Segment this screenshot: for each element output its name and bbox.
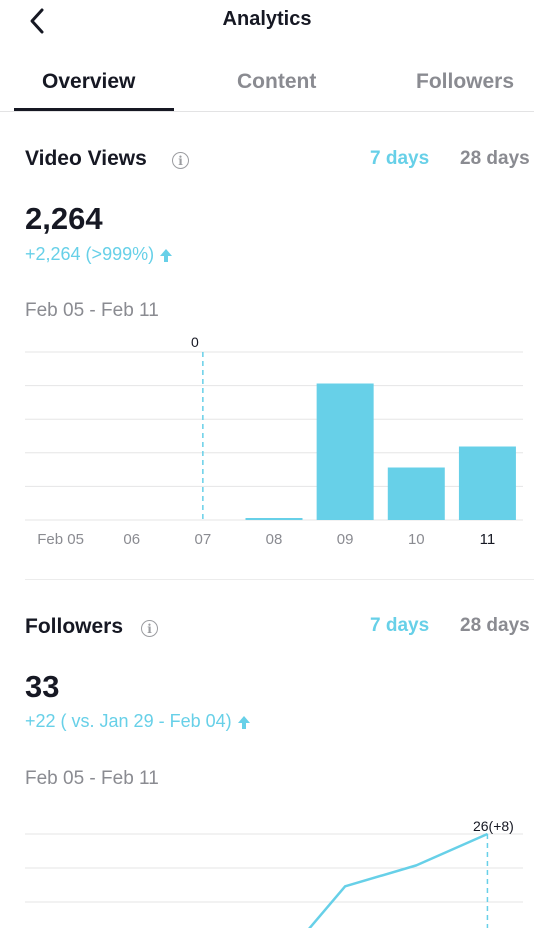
followers-delta: +22 ( vs. Jan 29 - Feb 04) [25,711,251,732]
info-icon[interactable]: i [172,152,189,169]
tab-content[interactable]: Content [237,70,317,93]
chevron-left-icon [30,8,44,34]
video-views-range-28days[interactable]: 28 days [460,148,530,169]
bar-5 [387,467,445,520]
bar-4 [316,383,374,520]
x-tick-label: 08 [266,531,283,548]
arrow-up-icon [237,715,250,729]
info-icon[interactable]: i [141,620,158,637]
page-title: Analytics [222,8,312,30]
tab-overview[interactable]: Overview [42,70,136,93]
x-tick-label: 06 [123,531,140,548]
followers-chart: 26(+8) [25,818,523,928]
tab-followers[interactable]: Followers [416,70,515,93]
video-views-title: Video Views [25,147,147,170]
highlight-label: 0 [191,334,199,350]
bar-6 [458,446,516,520]
data-point-4 [344,885,346,887]
x-tick-label: 11 [480,531,496,548]
video-views-chart: Feb 05 06 07 08 09 10 11 0 [25,334,523,548]
data-point-5 [415,864,417,866]
x-tick-label: 10 [408,531,425,548]
x-tick-label: 09 [337,531,354,548]
video-views-total: 2,264 [25,201,103,236]
followers-title: Followers [25,615,124,638]
bar-3 [245,518,303,520]
x-tick-label: Feb 05 [37,531,84,548]
section-divider [25,579,534,580]
followers-range-7days[interactable]: 7 days [370,615,430,636]
followers-range-28days[interactable]: 28 days [460,615,530,636]
active-tab-indicator [14,108,174,111]
arrow-up-icon [160,248,173,262]
video-views-delta-text: +2,264 (>999%) [25,244,155,264]
followers-total: 33 [25,669,60,704]
followers-delta-text: +22 ( vs. Jan 29 - Feb 04) [25,711,232,731]
tabs-divider [0,111,534,112]
highlight-label: 26(+8) [473,818,514,834]
followers-date-range: Feb 05 - Feb 11 [25,768,159,789]
back-button[interactable] [22,6,56,36]
x-tick-label: 07 [195,531,212,548]
series-line [308,832,488,928]
video-views-delta: +2,264 (>999%) [25,244,173,265]
video-views-range-7days[interactable]: 7 days [370,148,430,169]
video-views-date-range: Feb 05 - Feb 11 [25,300,159,321]
